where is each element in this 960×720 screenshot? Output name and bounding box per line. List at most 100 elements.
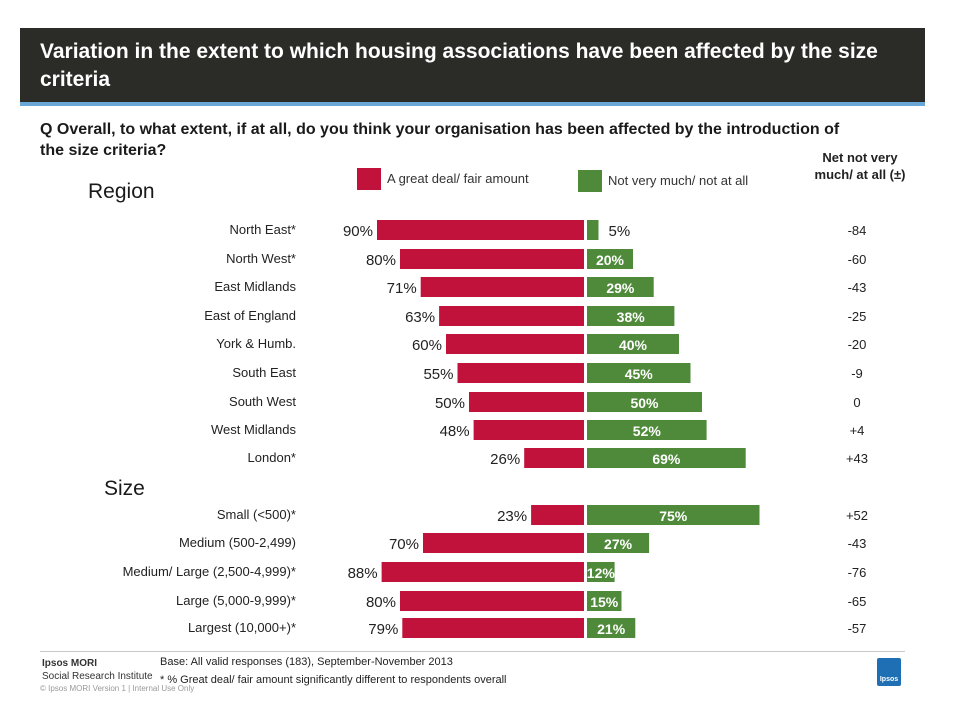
net-value-north-west: -60	[848, 252, 867, 267]
bar-not-affected-north-east	[587, 220, 599, 240]
category-label-west-midlands: West Midlands	[211, 422, 297, 437]
base-note: Base: All valid responses (183), Septemb…	[160, 656, 453, 668]
footer-divider	[40, 651, 905, 652]
bar-affected-west-midlands	[473, 420, 584, 440]
category-label-east-of-england: East of England	[204, 308, 296, 323]
value-label-not-affected-small-500: 75%	[659, 508, 688, 524]
bar-not-affected-york-humb	[587, 334, 679, 354]
bar-not-affected-largest-10-000	[587, 618, 636, 638]
category-label-york-humb: York & Humb.	[216, 336, 296, 351]
value-label-affected-london: 26%	[490, 451, 520, 468]
value-label-affected-north-east: 90%	[343, 223, 373, 240]
category-label-london: London*	[248, 450, 296, 465]
net-value-largest-10-000: -57	[848, 621, 867, 636]
bar-affected-north-west	[400, 249, 584, 269]
net-value-medium-large-2-500-4-999: -76	[848, 565, 867, 580]
bar-not-affected-east-of-england	[587, 306, 675, 326]
value-label-not-affected-large-5-000-9-999: 15%	[590, 594, 619, 610]
value-label-not-affected-east-of-england: 38%	[617, 309, 646, 325]
bar-not-affected-north-west	[587, 249, 633, 269]
value-label-not-affected-west-midlands: 52%	[633, 423, 662, 439]
value-label-affected-medium-large-2-500-4-999: 88%	[348, 565, 378, 582]
bar-affected-small-500	[531, 505, 584, 525]
value-label-affected-south-west: 50%	[435, 395, 465, 412]
value-label-affected-medium-500-2-499: 70%	[389, 536, 419, 553]
value-label-not-affected-london: 69%	[652, 451, 681, 467]
bar-affected-medium-500-2-499	[423, 533, 584, 553]
copyright-text: © Ipsos MORI Version 1 | Internal Use On…	[40, 684, 195, 693]
bar-not-affected-large-5-000-9-999	[587, 591, 622, 611]
net-value-york-humb: -20	[848, 337, 867, 352]
value-label-affected-west-midlands: 48%	[440, 423, 470, 440]
category-label-small-500: Small (<500)*	[217, 507, 296, 522]
survey-question: Q Overall, to what extent, if at all, do…	[40, 121, 840, 159]
bar-not-affected-west-midlands	[587, 420, 707, 440]
category-label-north-west: North West*	[226, 251, 296, 266]
value-label-not-affected-north-east: 5%	[609, 223, 631, 240]
bar-affected-medium-large-2-500-4-999	[381, 562, 584, 582]
value-label-affected-east-midlands: 71%	[387, 280, 417, 297]
net-value-london: +43	[846, 451, 868, 466]
value-label-affected-south-east: 55%	[423, 366, 453, 383]
legend-swatch-not-affected	[578, 170, 602, 192]
value-label-not-affected-south-west: 50%	[630, 395, 659, 411]
value-label-affected-north-west: 80%	[366, 252, 396, 269]
net-value-south-east: -9	[851, 366, 863, 381]
category-label-large-5-000-9-999: Large (5,000-9,999)*	[176, 593, 296, 608]
value-label-not-affected-north-west: 20%	[596, 252, 625, 268]
category-label-medium-large-2-500-4-999: Medium/ Large (2,500-4,999)*	[123, 564, 296, 579]
bar-affected-largest-10-000	[402, 618, 584, 638]
bar-affected-large-5-000-9-999	[400, 591, 584, 611]
net-value-small-500: +52	[846, 508, 868, 523]
category-label-east-midlands: East Midlands	[214, 279, 296, 294]
brand-subtitle: Social Research Institute	[42, 671, 153, 682]
bar-not-affected-medium-500-2-499	[587, 533, 650, 553]
bar-affected-east-of-england	[439, 306, 584, 326]
bar-not-affected-east-midlands	[587, 277, 654, 297]
value-label-not-affected-largest-10-000: 21%	[597, 621, 626, 637]
ipsos-logo: Ipsos	[877, 658, 901, 686]
net-column-header: Net not very much/ at all (±)	[814, 150, 906, 182]
category-label-south-east: South East	[232, 365, 296, 380]
net-value-south-west: 0	[853, 395, 860, 410]
bar-not-affected-medium-large-2-500-4-999	[587, 562, 615, 582]
legend-label-affected: A great deal/ fair amount	[387, 171, 529, 186]
value-label-not-affected-medium-large-2-500-4-999: 12%	[587, 565, 616, 581]
net-value-medium-500-2-499: -43	[848, 536, 867, 551]
value-label-affected-east-of-england: 63%	[405, 309, 435, 326]
legend-swatch-affected	[357, 168, 381, 190]
value-label-affected-large-5-000-9-999: 80%	[366, 594, 396, 611]
value-label-not-affected-south-east: 45%	[625, 366, 654, 382]
net-value-east-of-england: -25	[848, 309, 867, 324]
bar-affected-south-east	[457, 363, 584, 383]
bar-affected-york-humb	[446, 334, 584, 354]
section-title-size: Size	[104, 477, 145, 500]
net-value-east-midlands: -43	[848, 280, 867, 295]
significance-note: * % Great deal/ fair amount significantl…	[160, 674, 507, 686]
value-label-affected-small-500: 23%	[497, 508, 527, 525]
category-label-north-east: North East*	[230, 222, 296, 237]
bar-affected-south-west	[469, 392, 584, 412]
category-label-medium-500-2-499: Medium (500-2,499)	[179, 535, 296, 550]
net-value-west-midlands: +4	[850, 423, 865, 438]
value-label-not-affected-east-midlands: 29%	[606, 280, 635, 296]
value-label-affected-york-humb: 60%	[412, 337, 442, 354]
bar-not-affected-london	[587, 448, 746, 468]
value-label-not-affected-york-humb: 40%	[619, 337, 648, 353]
category-label-largest-10-000: Largest (10,000+)*	[188, 620, 296, 635]
bar-not-affected-small-500	[587, 505, 760, 525]
bar-affected-london	[524, 448, 584, 468]
slide-title: Variation in the extent to which housing…	[40, 40, 878, 91]
brand-name: Ipsos MORI	[42, 658, 98, 669]
legend-label-not-affected: Not very much/ not at all	[608, 173, 749, 188]
value-label-not-affected-medium-500-2-499: 27%	[604, 536, 633, 552]
section-title-region: Region	[88, 180, 155, 203]
title-bar: Variation in the extent to which housing…	[20, 28, 925, 106]
bar-not-affected-south-east	[587, 363, 691, 383]
net-value-large-5-000-9-999: -65	[848, 594, 867, 609]
bar-affected-east-midlands	[420, 277, 584, 297]
value-label-affected-largest-10-000: 79%	[368, 621, 398, 638]
bar-not-affected-south-west	[587, 392, 702, 412]
bar-affected-north-east	[377, 220, 584, 240]
